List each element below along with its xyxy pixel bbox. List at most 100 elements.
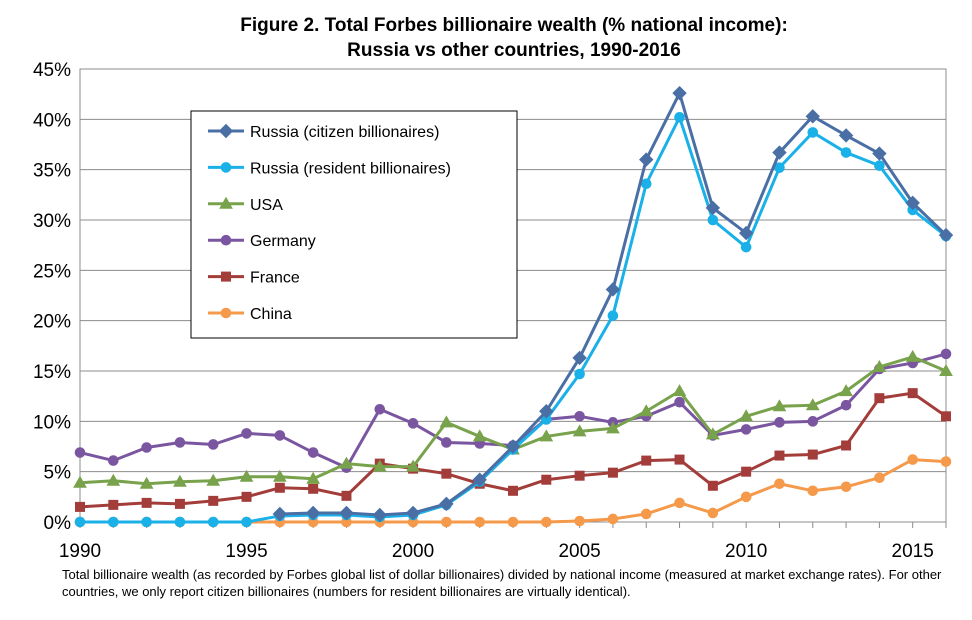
data-point	[741, 466, 752, 477]
data-point	[705, 427, 720, 440]
data-point	[141, 442, 152, 453]
data-point	[574, 368, 585, 380]
legend: Russia (citizen billionaires) Russia (res…	[190, 110, 518, 339]
x-tick-label: 2015	[892, 541, 934, 562]
y-tick-label: 15%	[33, 362, 71, 383]
data-point	[774, 478, 785, 490]
data-point	[838, 128, 854, 143]
data-point	[874, 393, 885, 404]
data-point	[840, 399, 852, 411]
data-point	[405, 505, 421, 521]
data-point	[674, 396, 685, 408]
data-point	[705, 200, 721, 216]
data-point	[707, 480, 718, 491]
data-point	[606, 421, 620, 434]
legend-label: France	[250, 270, 300, 287]
data-point	[439, 415, 454, 428]
data-point	[672, 85, 687, 101]
data-point	[740, 491, 752, 503]
legend-item: Russia (resident billionaires)	[208, 160, 451, 177]
data-point	[740, 241, 752, 253]
data-point	[805, 109, 820, 124]
data-point	[841, 440, 852, 451]
legend-marker	[220, 234, 232, 246]
data-point	[739, 409, 754, 422]
series-usa	[73, 349, 953, 489]
y-tick-label: 5%	[44, 463, 72, 484]
data-point	[774, 417, 785, 428]
series-russia-citizen-billionaires	[272, 85, 954, 523]
data-point	[807, 416, 819, 427]
data-point	[905, 349, 920, 362]
data-point	[139, 476, 154, 489]
data-point	[772, 145, 787, 160]
data-point	[674, 497, 685, 509]
data-point	[539, 404, 554, 419]
data-point	[574, 515, 585, 527]
y-tick-label: 0%	[44, 513, 72, 534]
data-point	[308, 483, 319, 494]
y-tick-labels: 0% 5% 10% 15% 20% 25% 30% 35% 40% 45%	[33, 60, 71, 534]
data-point	[75, 501, 85, 512]
data-point	[507, 516, 519, 528]
data-point	[639, 404, 654, 417]
x-tick-label: 2000	[392, 541, 434, 562]
data-point	[272, 469, 287, 482]
data-point	[141, 497, 152, 508]
y-tick-label: 30%	[33, 211, 71, 232]
data-point	[274, 482, 285, 493]
data-point	[74, 516, 86, 528]
data-point	[574, 411, 585, 422]
data-point	[938, 227, 954, 243]
legend-marker	[218, 123, 234, 139]
data-point	[605, 282, 621, 297]
data-point	[472, 472, 487, 487]
chart-caption: Total billionaire wealth (as recorded by…	[62, 567, 942, 599]
line-chart: Figure 2. Total Forbes billionaire wealt…	[33, 15, 954, 562]
legend-marker	[220, 162, 232, 173]
data-point	[505, 439, 521, 454]
data-point	[640, 508, 652, 520]
data-point	[339, 505, 354, 521]
data-point	[738, 225, 754, 241]
data-point	[108, 455, 119, 466]
data-point	[474, 516, 485, 528]
data-point	[106, 473, 121, 486]
data-point	[774, 450, 785, 461]
data-point	[108, 516, 119, 528]
data-point	[206, 473, 221, 486]
data-point	[772, 399, 787, 412]
data-point	[707, 214, 719, 226]
data-point	[740, 424, 752, 435]
series-group	[73, 85, 954, 528]
data-point	[372, 507, 387, 523]
legend-label: Russia (resident billionaires)	[250, 160, 451, 177]
data-point	[108, 499, 119, 510]
legend-box	[190, 110, 518, 339]
data-point	[607, 310, 619, 321]
data-point	[541, 474, 552, 485]
legend-item: Russia (citizen billionaires)	[208, 123, 439, 141]
data-point	[674, 112, 685, 123]
data-point	[941, 411, 951, 422]
data-point	[839, 384, 853, 397]
data-point	[607, 513, 619, 525]
data-point	[874, 472, 885, 484]
data-point	[539, 429, 554, 442]
data-point	[208, 495, 219, 506]
data-point	[339, 456, 354, 469]
legend-label: Germany	[250, 233, 316, 250]
data-point	[441, 437, 452, 448]
data-point	[272, 506, 288, 522]
data-point	[907, 454, 918, 465]
data-point	[441, 516, 452, 528]
data-point	[374, 403, 386, 415]
data-point	[174, 516, 186, 528]
data-point	[874, 160, 885, 171]
data-point	[207, 439, 219, 450]
data-point	[607, 467, 618, 478]
y-tick-label: 45%	[33, 60, 71, 81]
data-point	[572, 350, 587, 366]
y-tick-label: 40%	[33, 110, 71, 131]
data-point	[641, 455, 652, 466]
